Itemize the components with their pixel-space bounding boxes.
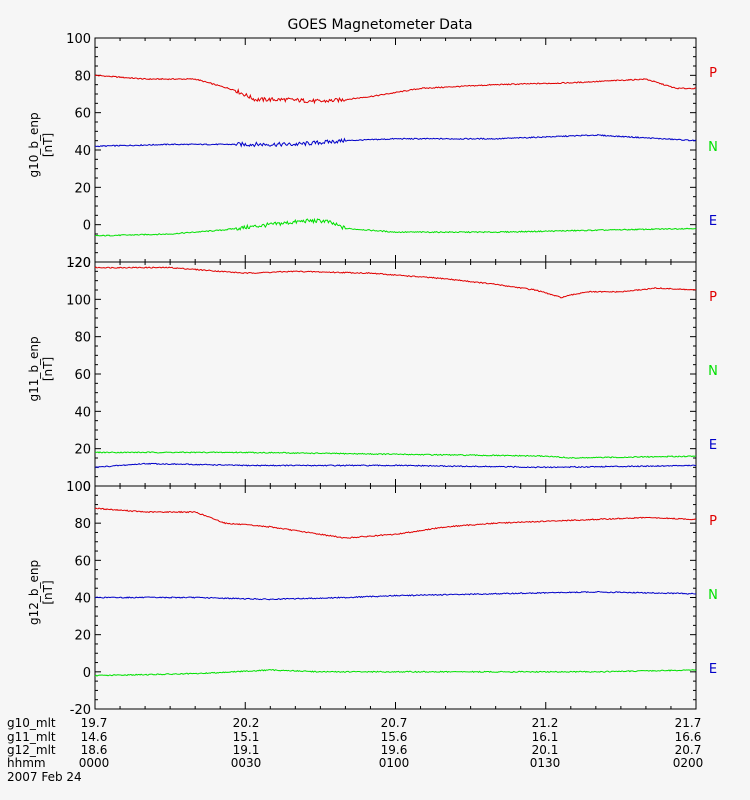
y-axis-unit: [nT] (41, 133, 55, 157)
x-tick-label: 16.1 (532, 730, 559, 744)
y-tick-label: 20 (74, 181, 91, 196)
x-tick-label: 0000 (79, 756, 110, 770)
y-tick-label: -20 (70, 703, 91, 718)
series-e-line (94, 669, 697, 677)
legend-n: N (708, 588, 718, 603)
x-tick-label: 20.1 (532, 743, 559, 757)
x-tick-label: 21.7 (675, 716, 702, 730)
series-p-line (94, 266, 697, 299)
y-tick-label: 0 (83, 480, 91, 495)
panel-frame (94, 37, 697, 263)
x-tick-label: 20.7 (381, 716, 408, 730)
y-tick-label: 100 (66, 480, 91, 495)
legend-n: N (708, 364, 718, 379)
legend-p: P (709, 66, 717, 81)
y-tick-label: 60 (74, 554, 91, 569)
y-axis-label: g10_b_enp (27, 112, 41, 177)
x-tick-label: 0130 (530, 756, 561, 770)
legend-e: E (709, 214, 717, 229)
x-tick-label: 16.6 (675, 730, 702, 744)
x-axis-table: g10_mlt 19.7 20.2 20.7 21.2 21.7 g11_mlt 14.6 15… (7, 716, 703, 770)
y-tick-label: 120 (66, 256, 91, 271)
x-tick-label: 19.7 (81, 716, 108, 730)
x-tick-label: 0030 (231, 756, 262, 770)
panel-2: 0 20 40 60 80 100 120 g11_b_enp [nT] P N E (27, 256, 718, 495)
legend-n: N (708, 140, 718, 155)
y-tick-label: 60 (74, 107, 91, 122)
y-tick-label: 20 (74, 629, 91, 644)
y-tick-label: 20 (74, 443, 91, 458)
y-tick-label: 40 (74, 144, 91, 159)
x-tick-label: 19.6 (381, 743, 408, 757)
y-tick-label: 0 (83, 219, 91, 234)
legend-p: P (709, 290, 717, 305)
series-p-line (94, 74, 697, 105)
y-tick-label: 100 (66, 32, 91, 47)
x-row-label: hhmm (7, 756, 46, 770)
y-tick-label: -20 (70, 256, 91, 271)
legend-e: E (709, 438, 717, 453)
series-n-line (94, 591, 697, 601)
y-axis-label: g12_b_enp (27, 560, 41, 625)
x-tick-label: 0100 (379, 756, 410, 770)
x-tick-label: 15.1 (233, 730, 260, 744)
x-tick-label: 0200 (673, 756, 704, 770)
series-n-line (94, 134, 697, 148)
legend-e: E (709, 662, 717, 677)
x-tick-label: 20.7 (675, 743, 702, 757)
x-tick-label: 20.2 (233, 716, 260, 730)
y-tick-label: 40 (74, 592, 91, 607)
x-row-label: g12_mlt (7, 743, 56, 757)
series-e-line (95, 217, 697, 237)
panel-3: -20 0 20 40 60 80 100 g12_b_enp [nT] P N E (27, 480, 718, 718)
y-tick-label: 80 (74, 69, 91, 84)
panel-1: -20 0 20 40 60 80 100 g10_b_enp [nT] P N E (27, 32, 718, 271)
x-tick-label: 18.6 (81, 743, 108, 757)
y-tick-label: 0 (83, 666, 91, 681)
x-tick-label: 14.6 (81, 730, 108, 744)
y-axis-unit: [nT] (41, 357, 55, 381)
y-tick-label: 40 (74, 405, 91, 420)
date-label: 2007 Feb 24 (7, 770, 82, 784)
y-tick-label: 80 (74, 517, 91, 532)
x-tick-label: 15.6 (381, 730, 408, 744)
y-tick-label: 80 (74, 331, 91, 346)
series-n-line (94, 451, 696, 459)
x-row-label: g10_mlt (7, 716, 56, 730)
y-axis-label: g11_b_enp (27, 336, 41, 401)
y-axis-unit: [nT] (41, 580, 55, 604)
x-tick-label: 21.2 (532, 716, 559, 730)
x-tick-label: 19.1 (233, 743, 260, 757)
series-p-line (94, 507, 696, 539)
legend-p: P (709, 514, 717, 529)
chart-title: GOES Magnetometer Data (287, 17, 472, 33)
series-e-line (94, 462, 697, 469)
y-tick-label: 100 (66, 293, 91, 308)
x-row-label: g11_mlt (7, 730, 56, 744)
y-tick-label: 60 (74, 368, 91, 383)
